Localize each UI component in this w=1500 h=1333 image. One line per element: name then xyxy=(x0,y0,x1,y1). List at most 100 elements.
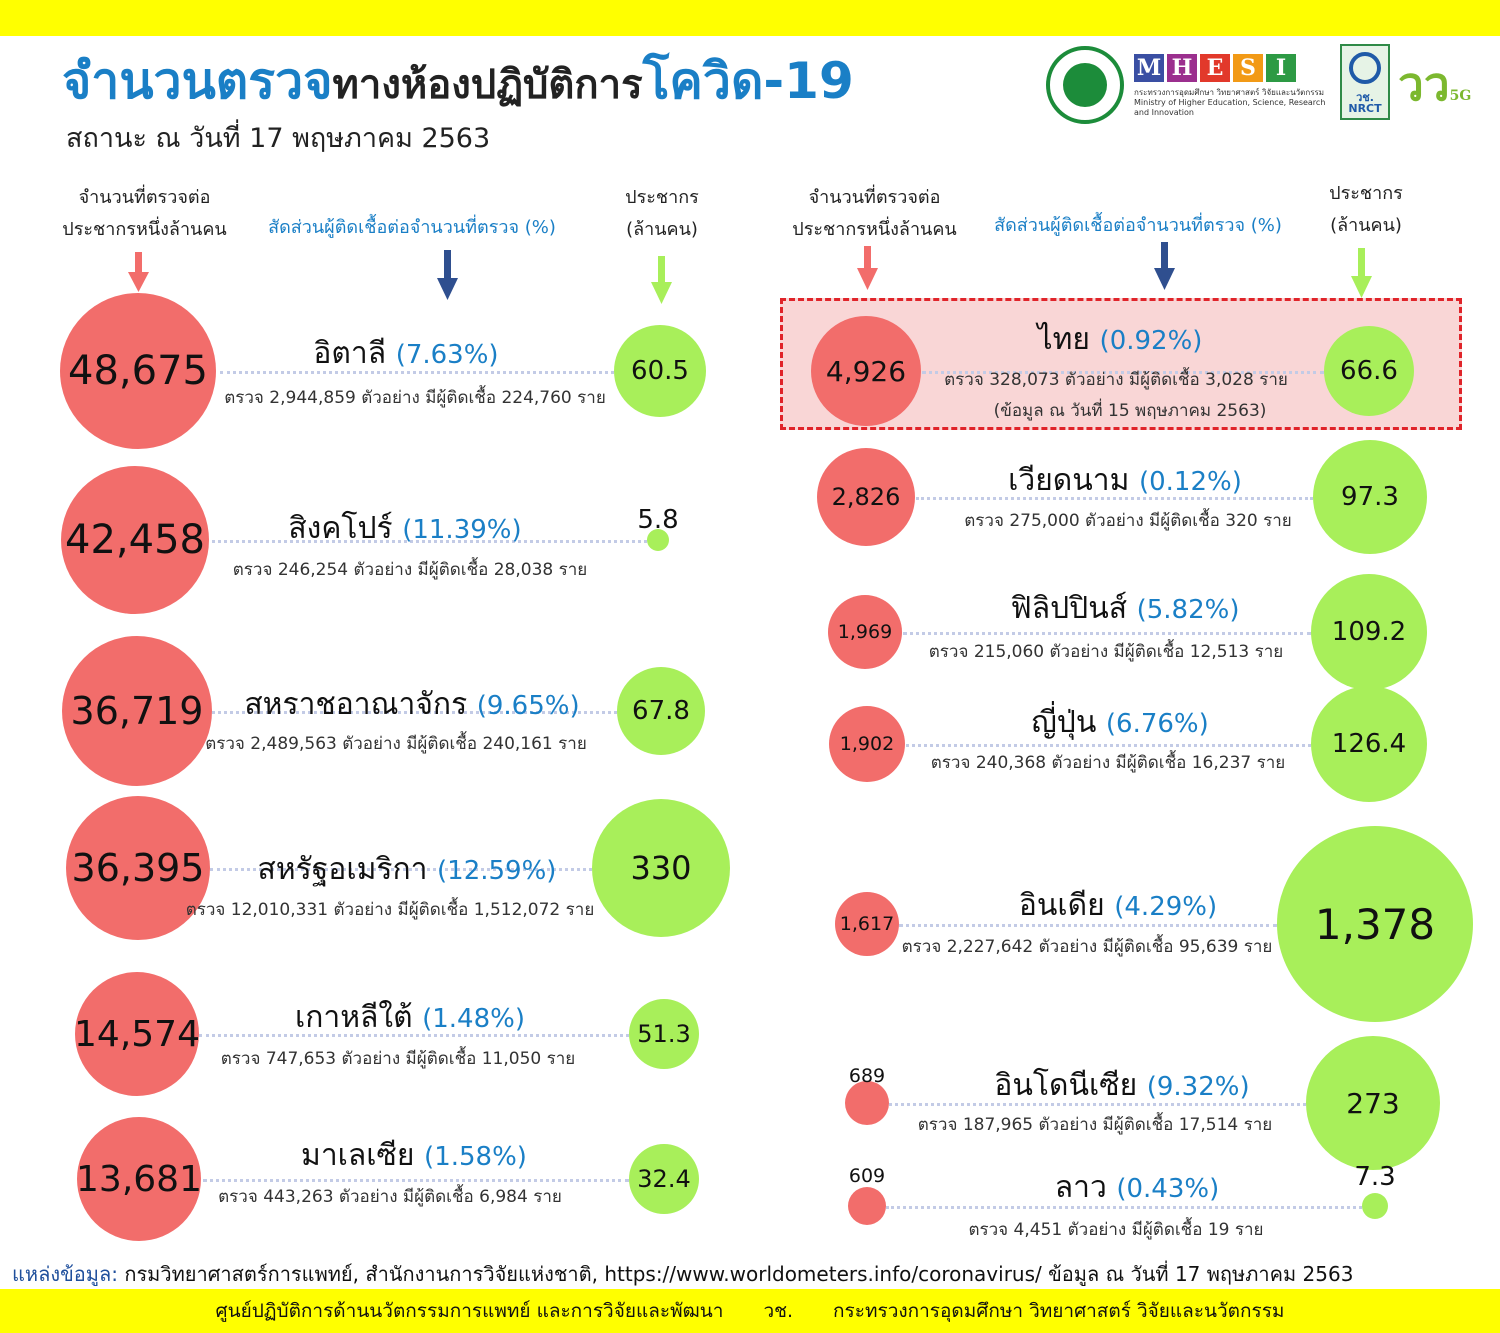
left-connector-line xyxy=(199,1034,629,1037)
right-tests-per-million-value: 1,969 xyxy=(837,621,893,643)
left-population-bubble xyxy=(647,529,669,551)
left-population-value: 330 xyxy=(630,849,692,887)
mhesi-letter: S xyxy=(1233,54,1263,82)
right-population-bubble xyxy=(1362,1193,1388,1219)
right-country-label: อินเดีย (4.29%) xyxy=(898,882,1338,929)
right-tests-per-million-bubble xyxy=(845,1081,889,1125)
page-title: จำนวนตรวจทางห้องปฏิบัติการโควิด-19 xyxy=(62,42,854,121)
right-population-bubble: 273 xyxy=(1306,1036,1440,1170)
right-country-label: อินโดนีเซีย (9.32%) xyxy=(902,1062,1342,1109)
right-positive-ratio: (4.29%) xyxy=(1114,892,1218,922)
right-country-label: ลาว (0.43%) xyxy=(917,1164,1357,1211)
footer-bar: ศูนย์ปฏิบัติการด้านนวัตกรรมการแพทย์ และก… xyxy=(0,1289,1500,1333)
left-country-name: อิตาลี xyxy=(313,336,387,371)
right-population-value: 66.6 xyxy=(1340,356,1398,386)
left-population-bubble: 32.4 xyxy=(629,1144,699,1214)
right-data-date-note: (ข้อมูล ณ วันที่ 15 พฤษภาคม 2563) xyxy=(993,401,1267,421)
left-header-population-line2: (ล้านคน) xyxy=(626,219,698,240)
nrct-logo-top-text: วช. xyxy=(1356,91,1374,104)
right-tests-per-million-bubble: 2,826 xyxy=(817,448,915,546)
left-header-population: ประชากร (ล้านคน) xyxy=(612,182,712,246)
left-tests-per-million-bubble: 14,574 xyxy=(74,972,200,1096)
left-population-bubble: 330 xyxy=(592,799,730,937)
right-country-label: ญี่ปุ่น (6.76%) xyxy=(900,699,1340,746)
left-connector-line xyxy=(212,711,617,714)
right-connector-line xyxy=(906,744,1311,747)
footer-part-2: วช. xyxy=(763,1300,794,1322)
right-header-ratio: สัดส่วนผู้ติดเชื้อต่อจำนวนที่ตรวจ (%) xyxy=(994,215,1282,236)
left-header-population-line1: ประชากร xyxy=(625,187,699,208)
right-population-bubble: 109.2 xyxy=(1311,574,1427,690)
right-population-bubble: 1,378 xyxy=(1277,826,1473,1022)
right-tests-per-million-bubble: 1,902 xyxy=(829,706,905,782)
right-country-label: ฟิลิปปินส์ (5.82%) xyxy=(905,585,1345,632)
source-label: แหล่งข้อมูล: xyxy=(12,1262,118,1286)
left-population-value: 60.5 xyxy=(631,356,689,386)
left-header-per-million: จำนวนที่ตรวจต่อ ประชากรหนึ่งล้านคน xyxy=(62,182,227,246)
left-tests-per-million-value: 13,681 xyxy=(76,1158,202,1200)
source-text: กรมวิทยาศาสตร์การแพทย์, สำนักงานการวิจัย… xyxy=(124,1262,1354,1286)
right-population-bubble: 97.3 xyxy=(1313,440,1427,554)
title-part-3: โควิด-19 xyxy=(642,52,854,110)
right-population-value: 97.3 xyxy=(1341,482,1399,512)
right-tests-per-million-value: 2,826 xyxy=(831,483,901,511)
left-tests-per-million-bubble: 48,675 xyxy=(60,293,216,449)
left-country-label: สหราชอาณาจักร (9.65%) xyxy=(192,681,632,728)
left-country-name: มาเลเซีย xyxy=(301,1138,415,1173)
right-test-detail: ตรวจ 240,368 ตัวอย่าง มีผู้ติดเชื้อ 16,2… xyxy=(930,753,1286,773)
right-header-per-million-line2: ประชากรหนึ่งล้านคน xyxy=(792,219,957,240)
right-connector-line xyxy=(916,497,1313,500)
mhesi-caption-en: Ministry of Higher Education, Science, R… xyxy=(1134,98,1326,117)
left-connector-line xyxy=(203,1179,629,1182)
right-positive-ratio: (6.76%) xyxy=(1105,709,1209,739)
right-positive-ratio: (0.12%) xyxy=(1138,467,1242,497)
right-header-population-line1: ประชากร xyxy=(1329,183,1403,204)
right-connector-line xyxy=(903,632,1311,635)
right-positive-ratio: (0.92%) xyxy=(1099,326,1203,356)
left-test-detail: ตรวจ 246,254 ตัวอย่าง มีผู้ติดเชื้อ 28,0… xyxy=(232,560,588,580)
left-country-name: สหรัฐอเมริกา xyxy=(257,852,428,887)
left-tests-per-million-value: 36,395 xyxy=(71,846,205,890)
right-positive-ratio: (0.43%) xyxy=(1116,1174,1220,1204)
left-population-value: 5.8 xyxy=(637,505,679,535)
right-population-bubble: 126.4 xyxy=(1311,686,1427,802)
right-green-arrow-icon xyxy=(1351,248,1372,298)
right-population-value: 273 xyxy=(1346,1086,1400,1120)
left-tests-per-million-bubble: 13,681 xyxy=(76,1117,202,1241)
nrct-5g-logo-text: วว xyxy=(1398,57,1450,111)
right-connector-line xyxy=(899,924,1277,927)
right-test-detail: ตรวจ 275,000 ตัวอย่าง มีผู้ติดเชื้อ 320 … xyxy=(964,511,1292,531)
nrct-5g-logo-small: 5G xyxy=(1449,88,1472,104)
header-arrows xyxy=(128,242,1372,304)
left-country-label: มาเลเซีย (1.58%) xyxy=(194,1132,634,1179)
right-test-detail: ตรวจ 328,073 ตัวอย่าง มีผู้ติดเชื้อ 3,02… xyxy=(944,370,1288,390)
left-header-ratio: สัดส่วนผู้ติดเชื้อต่อจำนวนที่ตรวจ (%) xyxy=(268,217,556,238)
right-tests-per-million-bubble: 4,926 xyxy=(811,316,921,426)
right-population-value: 109.2 xyxy=(1331,617,1407,647)
left-positive-ratio: (7.63%) xyxy=(395,340,499,370)
mhesi-caption-th: กระทรวงการอุดมศึกษา วิทยาศาสตร์ วิจัยและ… xyxy=(1134,88,1325,97)
left-blue-arrow-icon xyxy=(437,250,458,300)
right-tests-per-million-value: 4,926 xyxy=(825,354,907,388)
right-tests-per-million-bubble: 1,969 xyxy=(828,595,902,669)
right-tests-per-million-bubble: 1,617 xyxy=(835,892,899,956)
left-connector-line xyxy=(212,540,647,543)
right-blue-arrow-icon xyxy=(1154,242,1175,290)
source-note: แหล่งข้อมูล: กรมวิทยาศาสตร์การแพทย์, สำน… xyxy=(12,1258,1353,1290)
nrct-wheel-icon xyxy=(1349,52,1381,84)
left-positive-ratio: (9.65%) xyxy=(476,691,580,721)
right-test-detail: ตรวจ 215,060 ตัวอย่าง มีผู้ติดเชื้อ 12,5… xyxy=(928,642,1284,662)
right-country-name: ญี่ปุ่น xyxy=(1031,705,1097,740)
left-tests-per-million-bubble: 36,395 xyxy=(66,796,210,940)
right-test-detail: ตรวจ 2,227,642 ตัวอย่าง มีผู้ติดเชื้อ 95… xyxy=(901,937,1273,957)
right-connector-line xyxy=(889,1103,1306,1106)
right-connector-line xyxy=(886,1206,1362,1209)
right-test-detail: ตรวจ 4,451 ตัวอย่าง มีผู้ติดเชื้อ 19 ราย xyxy=(968,1220,1264,1240)
left-test-detail: ตรวจ 12,010,331 ตัวอย่าง มีผู้ติดเชื้อ 1… xyxy=(185,900,595,920)
left-green-arrow-icon xyxy=(651,256,672,304)
right-tests-per-million-value: 1,617 xyxy=(839,913,895,935)
left-country-name: สหราชอาณาจักร xyxy=(244,687,468,722)
right-population-value: 1,378 xyxy=(1314,899,1436,949)
left-test-detail: ตรวจ 2,944,859 ตัวอย่าง มีผู้ติดเชื้อ 22… xyxy=(224,388,606,408)
mhesi-caption: กระทรวงการอุดมศึกษา วิทยาศาสตร์ วิจัยและ… xyxy=(1134,88,1330,118)
